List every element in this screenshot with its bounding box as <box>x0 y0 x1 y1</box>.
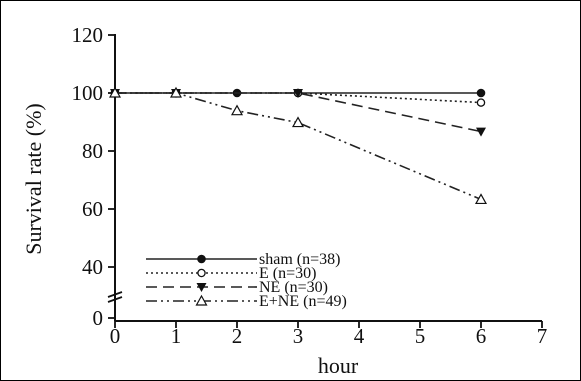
legend-label: E (n=30) <box>259 265 316 282</box>
legend-entry: E (n=30) <box>146 265 316 282</box>
marker-open-triangle <box>474 193 488 205</box>
legend-entry: sham (n=38) <box>146 251 340 268</box>
x-tick-label: 2 <box>232 324 243 348</box>
series-layer <box>108 86 488 205</box>
series-3 <box>108 86 488 205</box>
series-line <box>115 92 482 201</box>
x-tick-label: 1 <box>171 324 182 348</box>
y-tick-label: 0 <box>93 306 104 330</box>
legend-label: sham (n=38) <box>259 251 340 268</box>
x-axis-label: hour <box>318 353 359 378</box>
y-axis-break-mark <box>107 291 123 303</box>
x-tick-label: 5 <box>415 324 426 348</box>
marker-open-circle <box>197 268 206 278</box>
y-tick-label: 100 <box>72 81 104 105</box>
marker-open-triangle <box>291 116 305 128</box>
marker-filled-circle <box>197 254 206 264</box>
y-axis-label: Survival rate (%) <box>21 103 46 255</box>
x-tick-label: 0 <box>110 324 121 348</box>
series-line <box>115 92 482 133</box>
marker-open-triangle <box>195 294 208 306</box>
legend-entry: E+NE (n=49) <box>146 293 347 310</box>
x-tick-label: 3 <box>293 324 304 348</box>
marker-open-triangle <box>230 104 244 116</box>
marker-filled-triangle <box>196 283 207 292</box>
y-tick-label: 60 <box>82 197 103 221</box>
marker-open-triangle <box>169 86 183 98</box>
x-tick-label: 6 <box>476 324 487 348</box>
legend-entry: NE (n=30) <box>146 279 328 296</box>
legend-label: E+NE (n=49) <box>259 293 347 310</box>
marker-filled-triangle <box>293 89 303 98</box>
marker-open-triangle <box>108 86 122 98</box>
axes: 0 1 2 3 4 5 6 7 0 40 60 80 100 120 <box>72 23 548 348</box>
series-2 <box>110 89 486 137</box>
y-tick-label: 80 <box>82 139 103 163</box>
marker-filled-circle <box>476 88 486 98</box>
y-tick-label: 40 <box>82 255 103 279</box>
marker-filled-triangle <box>476 127 486 137</box>
y-tick-label: 120 <box>72 23 104 47</box>
legend-label: NE (n=30) <box>259 279 328 296</box>
x-tick-label: 7 <box>537 324 548 348</box>
x-tick-label: 4 <box>354 324 365 348</box>
legend: sham (n=38)E (n=30)NE (n=30)E+NE (n=49) <box>146 251 347 310</box>
marker-open-circle <box>476 98 486 107</box>
